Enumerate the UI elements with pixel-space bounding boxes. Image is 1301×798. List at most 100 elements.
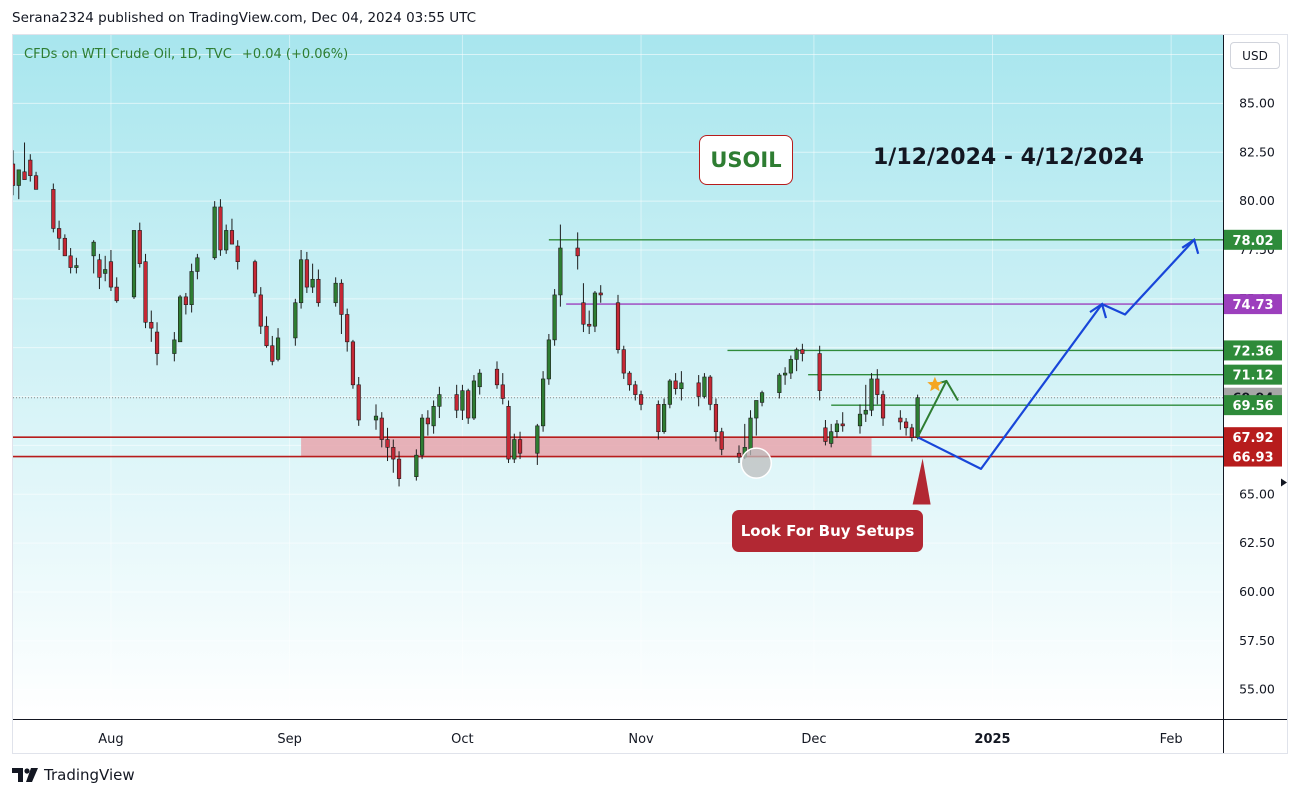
candle-body: [575, 247, 580, 257]
candle: [51, 183, 56, 233]
candle-body: [587, 323, 592, 327]
candle-body: [373, 415, 379, 421]
candle-body: [817, 353, 822, 391]
candle-body: [679, 382, 684, 390]
candle-body: [696, 382, 701, 397]
candle-body: [777, 374, 782, 393]
plot-background: [13, 35, 1223, 719]
candle: [477, 369, 482, 395]
candle-body: [633, 384, 638, 395]
candle-body: [131, 230, 137, 298]
candle: [541, 371, 546, 432]
candle-body: [592, 292, 598, 327]
candle-body: [794, 349, 799, 360]
candle: [13, 150, 16, 196]
footer-brand[interactable]: TradingView: [12, 766, 135, 784]
candle-body: [506, 406, 511, 460]
candle-body: [494, 368, 500, 386]
chart-frame[interactable]: 55.0057.5060.0062.5065.0067.5070.0072.50…: [12, 34, 1288, 754]
candle-body: [218, 206, 223, 251]
axis-marker-icon: [1281, 478, 1287, 487]
candle: [333, 277, 338, 307]
candle-body: [719, 431, 724, 450]
price-badge-label: 69.56: [1232, 399, 1273, 414]
candle-body: [51, 189, 56, 229]
candle: [460, 384, 465, 420]
candle: [817, 345, 822, 401]
candle: [339, 279, 344, 335]
candle: [396, 451, 402, 487]
candle: [869, 373, 874, 417]
candle-body: [350, 341, 356, 386]
candle: [598, 285, 603, 303]
time-axis-bg: [13, 719, 1287, 753]
candle: [592, 291, 598, 333]
x-tick-label: Feb: [1160, 732, 1183, 747]
buy-setups-callout: Look For Buy Setups: [732, 510, 923, 552]
candle-body: [178, 296, 183, 343]
callout-pointer: [912, 458, 931, 505]
candle-body: [310, 278, 315, 288]
candle: [662, 398, 667, 434]
candle: [431, 400, 436, 434]
candle: [829, 423, 834, 448]
candle-body: [708, 376, 713, 405]
candle-body: [275, 337, 281, 360]
price-badge: 71.12: [1224, 364, 1282, 385]
candle: [224, 224, 229, 254]
candle-body: [183, 296, 188, 305]
candle-body: [783, 372, 788, 376]
candle: [454, 384, 459, 419]
currency-button[interactable]: USD: [1230, 42, 1280, 69]
y-tick-label: 60.00: [1239, 584, 1275, 599]
candle-body: [229, 230, 235, 245]
x-tick-label: Aug: [98, 732, 123, 747]
candle: [471, 375, 477, 420]
candle-body: [299, 259, 304, 304]
candle-body: [149, 321, 154, 329]
footer-brand-text: TradingView: [44, 766, 135, 784]
y-tick-label: 62.50: [1239, 535, 1275, 550]
candle-body: [68, 255, 73, 268]
candle: [235, 240, 240, 270]
candle: [702, 373, 707, 399]
candle-body: [33, 175, 39, 190]
candle-body: [558, 247, 563, 296]
price-badge-label: 66.93: [1232, 451, 1273, 466]
candle: [316, 269, 321, 307]
candle: [558, 224, 563, 307]
candle-body: [224, 230, 229, 251]
candle-body: [638, 394, 644, 405]
candle-body: [137, 230, 142, 264]
candle: [834, 419, 840, 438]
candle-body: [460, 390, 465, 411]
candle-body: [904, 421, 909, 429]
x-tick-label: Oct: [451, 732, 473, 747]
candle: [736, 445, 742, 463]
x-tick-label: 2025: [974, 732, 1010, 747]
candle: [546, 334, 551, 385]
candle: [420, 414, 425, 460]
candle: [304, 251, 309, 293]
candle: [229, 218, 235, 245]
candle-body: [736, 452, 742, 458]
candle: [800, 343, 805, 362]
candle-body: [154, 331, 160, 354]
candle-body: [535, 425, 540, 454]
candle-body: [431, 406, 436, 427]
candle-body: [333, 282, 338, 304]
candle-body: [748, 417, 753, 450]
candle-body: [823, 427, 828, 442]
candle-body: [869, 378, 874, 411]
candle: [615, 294, 621, 354]
candle-body: [143, 261, 148, 323]
candle-body: [356, 384, 361, 421]
price-badge-bg: [1224, 395, 1282, 416]
candle-body: [16, 169, 21, 186]
price-change: +0.04 (+0.06%): [241, 47, 349, 62]
candle: [149, 310, 154, 342]
candle-body: [437, 394, 442, 407]
price-chart[interactable]: 55.0057.5060.0062.5065.0067.5070.0072.50…: [13, 35, 1288, 754]
candle: [754, 400, 759, 436]
y-tick-label: 65.00: [1239, 486, 1275, 501]
